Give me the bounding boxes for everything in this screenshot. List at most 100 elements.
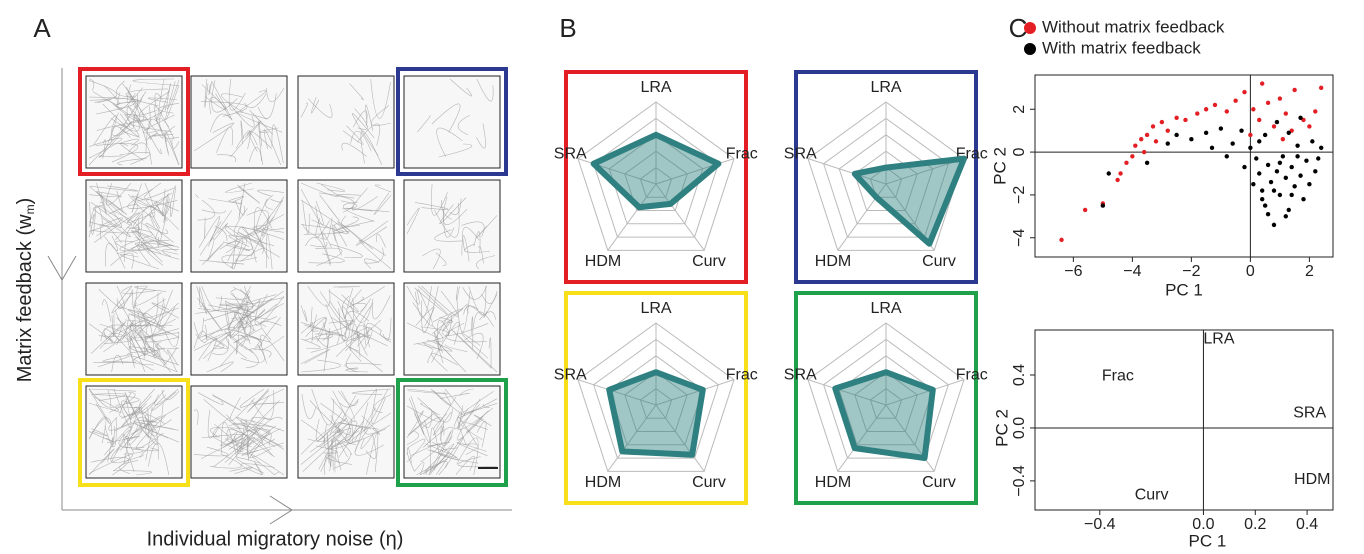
point <box>1263 203 1267 207</box>
plot-frame <box>1035 75 1333 257</box>
radar-axis-label: HDM <box>585 474 621 491</box>
x-tick-label: −0.4 <box>1084 516 1116 533</box>
radar-axis-label: Frac <box>956 367 988 384</box>
point <box>1124 161 1128 165</box>
radar-axis-label: HDM <box>815 474 851 491</box>
thumbnail <box>86 180 182 272</box>
radar-axis-label: SRA <box>784 367 817 384</box>
point <box>1275 169 1279 173</box>
radar-area <box>835 372 932 458</box>
point <box>1166 128 1170 132</box>
point <box>1263 133 1267 137</box>
point <box>1101 203 1105 207</box>
point <box>1266 163 1270 167</box>
point <box>1269 180 1273 184</box>
thumbnail <box>404 386 500 478</box>
point <box>1204 107 1208 111</box>
point <box>1145 133 1149 137</box>
point <box>1287 131 1291 135</box>
thumbnail <box>191 76 287 168</box>
legend-label: With matrix feedback <box>1042 38 1201 57</box>
point <box>1174 133 1178 137</box>
radar-axis-label: HDM <box>585 253 621 270</box>
x-tick-label: −6 <box>1064 263 1082 280</box>
radar-axis-label: SRA <box>554 146 587 163</box>
point <box>1115 178 1119 182</box>
point <box>1307 124 1311 128</box>
point <box>1195 111 1199 115</box>
point <box>1083 208 1087 212</box>
point <box>1272 223 1276 227</box>
point <box>1183 118 1187 122</box>
radar-area <box>609 372 703 455</box>
x-tick-label: 0 <box>1246 263 1255 280</box>
panel-label: A <box>33 13 51 43</box>
point <box>1242 165 1246 169</box>
point <box>1139 137 1143 141</box>
point <box>1166 141 1170 145</box>
point <box>1248 146 1252 150</box>
point <box>1278 96 1282 100</box>
radar-axis-label: LRA <box>640 300 671 317</box>
point <box>1319 86 1323 90</box>
y-tick-label: −4 <box>1011 229 1028 247</box>
point <box>1319 146 1323 150</box>
point <box>1284 176 1288 180</box>
point <box>1213 103 1217 107</box>
radar-axis-label: LRA <box>870 79 901 96</box>
radar-area <box>594 135 719 207</box>
point <box>1281 154 1285 158</box>
point <box>1251 107 1255 111</box>
point <box>1304 158 1308 162</box>
point <box>1292 184 1296 188</box>
point <box>1189 137 1193 141</box>
point <box>1239 128 1243 132</box>
y-axis-label: PC 2 <box>992 409 1011 447</box>
point <box>1257 118 1261 122</box>
point <box>1289 193 1293 197</box>
point <box>1210 146 1214 150</box>
x-tick-label: −4 <box>1123 263 1141 280</box>
y-tick-label: 2 <box>1011 105 1028 114</box>
radar-area <box>855 159 964 244</box>
x-axis-label: Individual migratory noise (η) <box>147 528 404 550</box>
point <box>1266 212 1270 216</box>
point <box>1260 188 1264 192</box>
radar-axis-label: LRA <box>640 79 671 96</box>
point <box>1204 131 1208 135</box>
point <box>1298 116 1302 120</box>
point <box>1118 171 1122 175</box>
point <box>1298 173 1302 177</box>
point <box>1272 124 1276 128</box>
point <box>1145 161 1149 165</box>
point <box>1151 124 1155 128</box>
legend-marker <box>1024 43 1036 55</box>
point <box>1219 126 1223 130</box>
radar-axis-label: SRA <box>784 146 817 163</box>
plot-frame <box>1035 330 1333 510</box>
point <box>1142 150 1146 154</box>
point <box>1313 109 1317 113</box>
point <box>1233 98 1237 102</box>
y-tick-label: −0.4 <box>1011 465 1028 497</box>
y-tick-label: 0 <box>1011 148 1028 157</box>
point <box>1230 141 1234 145</box>
point <box>1275 120 1279 124</box>
y-tick-label: 0.0 <box>1011 417 1028 439</box>
x-tick-label: 0.4 <box>1296 516 1318 533</box>
radar-axis-label: HDM <box>815 253 851 270</box>
radar-axis-label: SRA <box>554 367 587 384</box>
radar-axis-label: Frac <box>726 146 758 163</box>
radar-axis-label: LRA <box>870 300 901 317</box>
point <box>1160 120 1164 124</box>
radar-axis-label: Frac <box>726 367 758 384</box>
radar-axis-label: Curv <box>692 253 726 270</box>
point <box>1289 165 1293 169</box>
point <box>1313 169 1317 173</box>
loading-label: Frac <box>1102 368 1134 385</box>
x-axis-label: PC 1 <box>1189 531 1227 550</box>
radar-axis-label: Curv <box>922 474 956 491</box>
y-tick-label: 0.4 <box>1011 364 1028 386</box>
point <box>1130 154 1134 158</box>
panel-label: B <box>559 13 576 43</box>
